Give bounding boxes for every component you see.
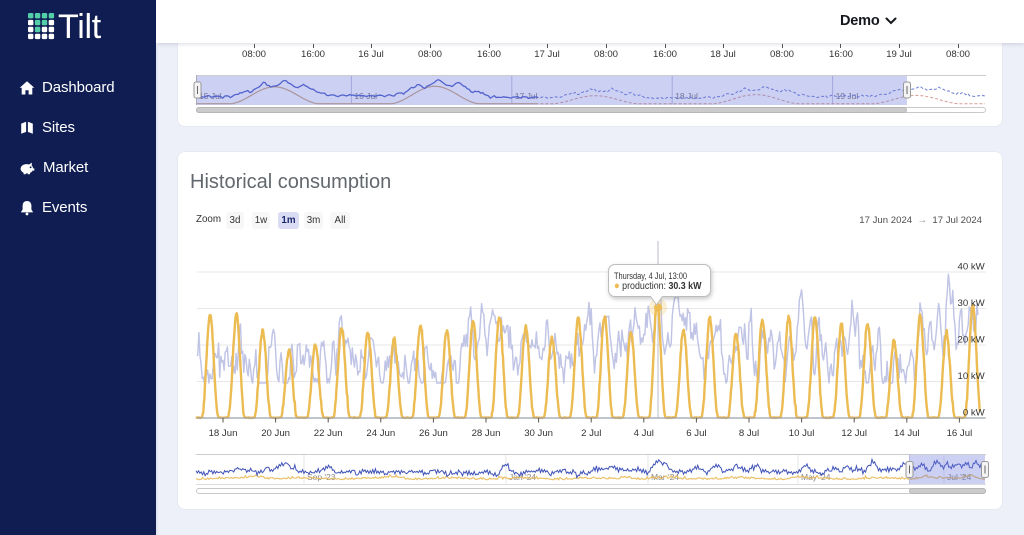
svg-text:0 kW: 0 kW	[963, 408, 986, 419]
svg-text:26 Jun: 26 Jun	[419, 428, 448, 439]
svg-text:28 Jun: 28 Jun	[472, 428, 501, 439]
svg-text:Sep '23: Sep '23	[307, 472, 336, 482]
svg-text:20 kW: 20 kW	[957, 335, 985, 346]
svg-text:18 Jul: 18 Jul	[675, 91, 698, 101]
svg-text:22 Jun: 22 Jun	[314, 428, 343, 439]
svg-text:14 Jul: 14 Jul	[894, 428, 920, 439]
svg-text:20 Jun: 20 Jun	[261, 428, 290, 439]
svg-text:16 Jul: 16 Jul	[947, 428, 973, 439]
svg-text:19 Jul: 19 Jul	[836, 91, 859, 101]
svg-text:30 kW: 30 kW	[957, 298, 985, 309]
svg-text:12 Jul: 12 Jul	[841, 428, 867, 439]
svg-text:Mar '24: Mar '24	[651, 472, 679, 482]
svg-text:6 Jul: 6 Jul	[686, 428, 706, 439]
svg-text:18 Jun: 18 Jun	[209, 428, 238, 439]
svg-text:4 Jul: 4 Jul	[634, 428, 654, 439]
svg-text:24 Jun: 24 Jun	[366, 428, 395, 439]
svg-text:10 kW: 10 kW	[957, 371, 985, 382]
svg-text:30 Jun: 30 Jun	[524, 428, 553, 439]
svg-text:10 Jul: 10 Jul	[789, 428, 815, 439]
svg-text:2 Jul: 2 Jul	[581, 428, 601, 439]
svg-text:40 kW: 40 kW	[957, 262, 985, 273]
svg-text:Jul '24: Jul '24	[947, 472, 972, 482]
svg-text:8 Jul: 8 Jul	[739, 428, 759, 439]
svg-text:17 Jul: 17 Jul	[515, 91, 538, 101]
